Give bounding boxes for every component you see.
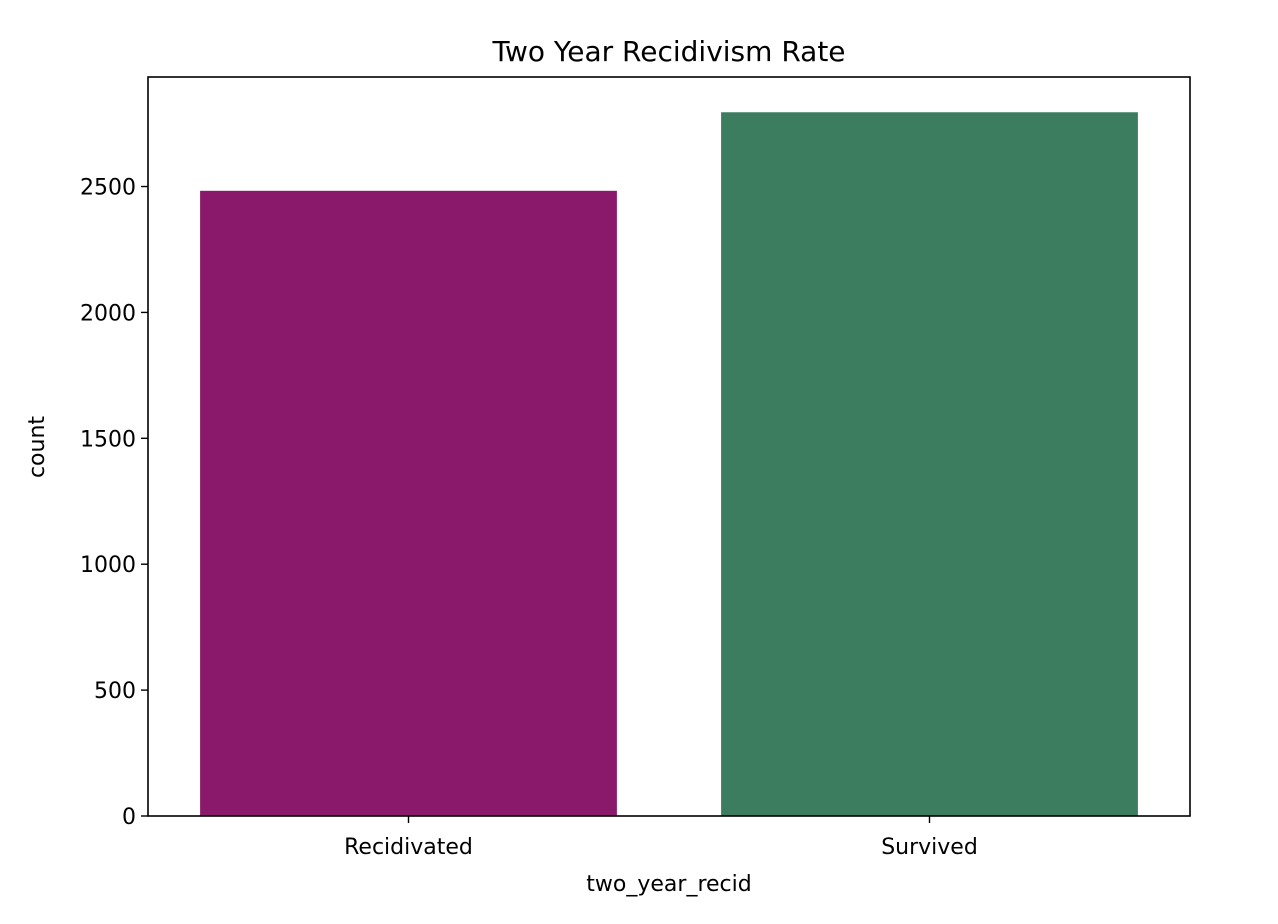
plot-frame xyxy=(147,76,1191,817)
y-tick-label: 500 xyxy=(94,679,136,704)
x-tick-label: Survived xyxy=(881,835,978,860)
y-axis-ticks: 0 500 1000 1500 2000 2500 xyxy=(80,176,148,830)
bar-recidivated xyxy=(200,190,617,816)
y-tick-label: 2000 xyxy=(80,301,136,326)
y-tick-label: 1500 xyxy=(80,427,136,452)
bar-survived xyxy=(721,112,1138,816)
y-tick-label: 0 xyxy=(122,805,136,830)
x-axis-label: two_year_recid xyxy=(586,872,751,897)
y-axis-label: count xyxy=(25,416,50,478)
x-axis-ticks: Recidivated Survived xyxy=(344,816,978,860)
x-tick-label: Recidivated xyxy=(344,835,473,860)
y-tick-label: 2500 xyxy=(80,176,136,201)
bars-group xyxy=(200,112,1138,816)
y-tick-label: 1000 xyxy=(80,553,136,578)
chart-title: Two Year Recidivism Rate xyxy=(491,35,845,68)
